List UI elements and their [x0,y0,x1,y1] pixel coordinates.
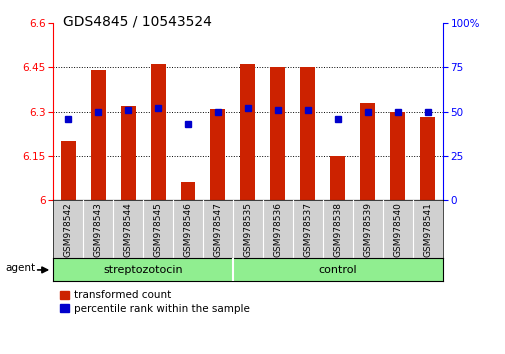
Text: GSM978538: GSM978538 [333,202,342,257]
Bar [210,109,225,200]
Bar [300,67,315,200]
Text: GDS4845 / 10543524: GDS4845 / 10543524 [63,14,212,28]
Text: control: control [318,265,357,275]
Bar [420,118,434,200]
Text: GSM978544: GSM978544 [123,202,132,257]
Text: GSM978541: GSM978541 [422,202,431,257]
Text: GSM978537: GSM978537 [303,202,312,257]
Text: GSM978543: GSM978543 [93,202,103,257]
Text: GSM978535: GSM978535 [243,202,252,257]
Bar [270,67,285,200]
Text: GSM978542: GSM978542 [64,202,73,257]
Text: GSM978540: GSM978540 [392,202,401,257]
Text: agent: agent [5,263,35,273]
Bar [330,156,344,200]
Bar [150,64,165,200]
Bar [180,182,195,200]
Bar [240,64,255,200]
Bar [360,103,375,200]
Legend: transformed count, percentile rank within the sample: transformed count, percentile rank withi… [58,289,251,316]
Text: streptozotocin: streptozotocin [103,265,182,275]
Bar [90,70,106,200]
Text: GSM978539: GSM978539 [363,202,372,257]
Text: GSM978546: GSM978546 [183,202,192,257]
Text: GSM978547: GSM978547 [213,202,222,257]
Text: GSM978536: GSM978536 [273,202,282,257]
Bar [120,105,135,200]
Bar [389,112,405,200]
Text: GSM978545: GSM978545 [153,202,162,257]
Bar [61,141,75,200]
